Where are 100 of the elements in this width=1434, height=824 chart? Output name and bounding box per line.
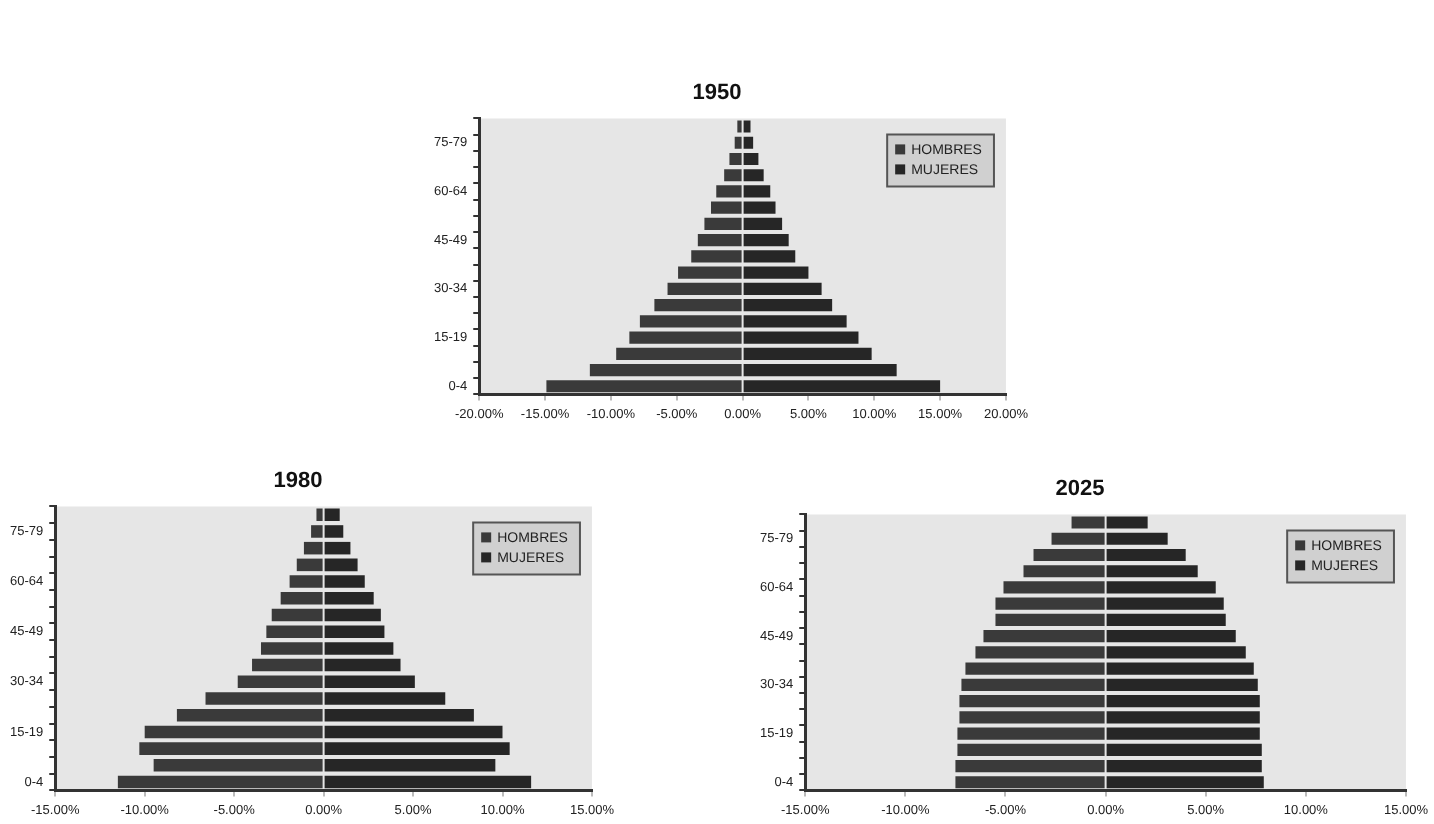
bar bbox=[324, 742, 510, 755]
bar bbox=[205, 692, 323, 705]
bar bbox=[260, 642, 323, 655]
bar bbox=[743, 347, 872, 360]
bar bbox=[743, 201, 776, 214]
bar bbox=[1106, 776, 1264, 789]
bar bbox=[324, 592, 374, 605]
bar bbox=[995, 613, 1105, 627]
bar bbox=[1106, 711, 1260, 724]
bar bbox=[324, 575, 365, 588]
bar bbox=[961, 678, 1105, 691]
bar bbox=[667, 282, 742, 295]
bar bbox=[1023, 565, 1105, 578]
bar bbox=[716, 185, 742, 198]
bar bbox=[1106, 662, 1254, 675]
bar bbox=[144, 725, 323, 739]
bar bbox=[743, 136, 754, 149]
bar bbox=[1106, 565, 1198, 578]
bar bbox=[743, 120, 751, 133]
bar bbox=[729, 152, 742, 166]
bar bbox=[324, 541, 351, 555]
bar bbox=[324, 675, 415, 689]
bar bbox=[324, 558, 358, 572]
bar bbox=[237, 675, 323, 689]
bar bbox=[983, 630, 1105, 643]
bar bbox=[743, 169, 764, 182]
bar bbox=[296, 558, 323, 572]
bar bbox=[1106, 695, 1260, 708]
bar bbox=[734, 136, 742, 149]
bar bbox=[1003, 581, 1105, 594]
bar bbox=[743, 217, 783, 231]
bar bbox=[316, 508, 323, 522]
bar bbox=[324, 508, 340, 522]
bar bbox=[616, 347, 742, 360]
bar bbox=[678, 266, 742, 279]
bar bbox=[303, 541, 323, 555]
bar bbox=[1106, 581, 1216, 594]
bar bbox=[153, 759, 323, 772]
bar bbox=[743, 185, 771, 198]
bar bbox=[654, 299, 742, 312]
bar bbox=[743, 380, 941, 393]
bar bbox=[957, 727, 1105, 740]
bar bbox=[743, 363, 897, 377]
bar bbox=[324, 625, 385, 638]
bar bbox=[975, 646, 1105, 659]
bar bbox=[311, 525, 323, 538]
bar bbox=[959, 695, 1105, 708]
bar bbox=[743, 250, 796, 263]
bar bbox=[1106, 548, 1186, 562]
bar bbox=[965, 662, 1105, 675]
bar bbox=[1071, 516, 1105, 529]
bar bbox=[1106, 759, 1262, 773]
bar bbox=[1106, 516, 1148, 529]
bar bbox=[324, 642, 394, 655]
bar bbox=[176, 708, 323, 722]
bar bbox=[1106, 678, 1258, 691]
bar bbox=[691, 250, 742, 263]
bar bbox=[743, 282, 822, 295]
bar bbox=[324, 692, 446, 705]
bar bbox=[743, 315, 847, 328]
bar bbox=[289, 575, 323, 588]
bar bbox=[959, 711, 1105, 724]
bar bbox=[629, 331, 742, 344]
bar bbox=[957, 743, 1105, 756]
bar bbox=[1106, 597, 1224, 610]
bar bbox=[324, 725, 503, 739]
bar bbox=[1033, 548, 1105, 562]
bar bbox=[324, 608, 381, 622]
bar bbox=[743, 331, 859, 344]
bar bbox=[711, 201, 742, 214]
bar bbox=[280, 592, 323, 605]
bar bbox=[704, 217, 742, 231]
bar bbox=[1106, 613, 1226, 627]
bar bbox=[1106, 727, 1260, 740]
bar bbox=[324, 658, 401, 672]
bar bbox=[324, 759, 496, 772]
bar bbox=[697, 234, 742, 247]
bar bbox=[1106, 532, 1168, 545]
chart-title: 1980 bbox=[273, 469, 323, 494]
bar bbox=[743, 152, 759, 166]
bar bbox=[743, 299, 833, 312]
bar bbox=[266, 625, 323, 638]
bar bbox=[324, 775, 532, 789]
bar bbox=[271, 608, 323, 622]
chart-title: 2025 bbox=[1055, 477, 1105, 502]
bar bbox=[139, 742, 323, 755]
chart-title: 1950 bbox=[692, 81, 742, 106]
bar bbox=[1106, 630, 1236, 643]
bar bbox=[995, 597, 1105, 610]
bar bbox=[724, 169, 742, 182]
bar bbox=[252, 658, 323, 672]
bar bbox=[639, 315, 742, 328]
bar bbox=[1106, 743, 1262, 756]
bar bbox=[955, 759, 1105, 773]
bar bbox=[324, 708, 474, 722]
bar bbox=[1106, 646, 1246, 659]
bar bbox=[743, 266, 809, 279]
bar bbox=[324, 525, 344, 538]
bar bbox=[1051, 532, 1105, 545]
bar bbox=[589, 363, 742, 377]
